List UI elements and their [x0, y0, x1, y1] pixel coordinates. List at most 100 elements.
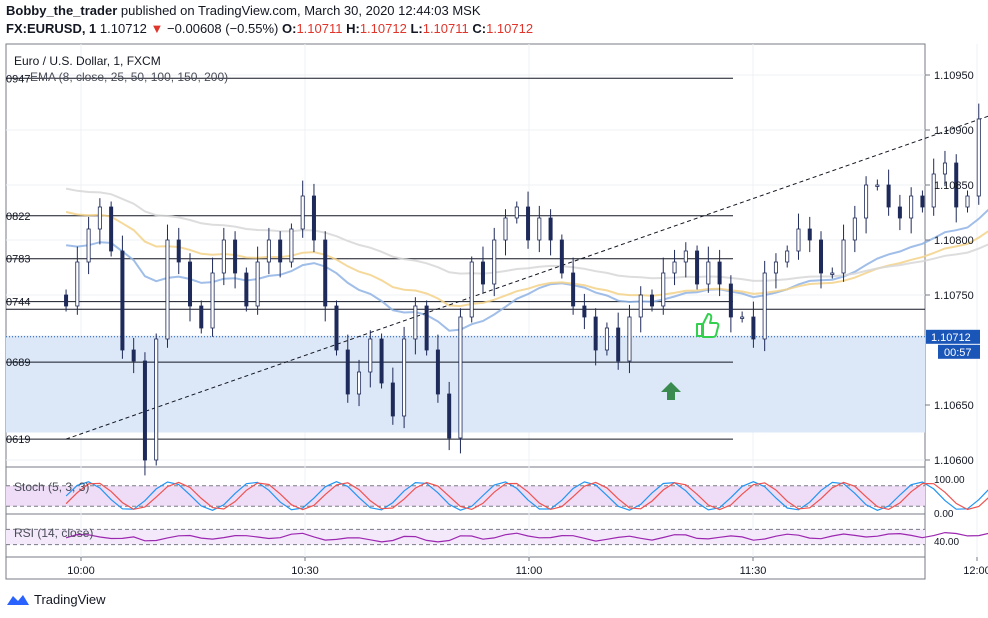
footer: TradingView — [6, 592, 106, 607]
rsi-legend[interactable]: RSI (14, close) — [14, 526, 93, 540]
horizontal-levels[interactable]: 0947 0822 0783 0744 0689 0619 — [6, 73, 925, 446]
price-axis[interactable]: 1.10950 1.10900 1.10850 1.10800 1.10750 1.106… — [925, 70, 980, 548]
ema-lines — [65, 187, 988, 332]
candle-up — [154, 338, 159, 461]
candle-down — [751, 316, 756, 340]
candle-up — [97, 206, 102, 230]
candle-down — [109, 206, 114, 252]
ema-legend[interactable]: EMA (8, close, 25, 50, 100, 150, 200) — [30, 70, 228, 84]
candle-down — [954, 162, 959, 208]
price-tick-label: 1.10600 — [934, 455, 974, 467]
candle-up — [875, 184, 880, 187]
candle-down — [480, 261, 485, 285]
stoch-d-line — [65, 481, 988, 511]
candle-up — [931, 173, 936, 208]
stoch-pane — [6, 481, 988, 511]
candle-up — [165, 239, 170, 340]
candle-up — [762, 272, 767, 340]
candle-down — [435, 349, 440, 395]
candle-up — [604, 327, 609, 351]
candle-up — [514, 206, 519, 219]
current-price-tag[interactable] — [926, 329, 980, 344]
candle-down — [897, 206, 902, 219]
price-tick-label: 1.10950 — [934, 70, 974, 82]
candle-down — [548, 217, 553, 241]
grid-lines — [6, 44, 978, 557]
candle-down — [920, 195, 925, 208]
candle-down — [695, 250, 700, 285]
candle-up — [266, 239, 271, 263]
candle-up — [740, 316, 745, 319]
level-label: 0783 — [6, 254, 30, 266]
candle-down — [390, 382, 395, 417]
candle-up — [841, 239, 846, 274]
stoch-legend[interactable]: Stoch (5, 3, 3) — [14, 480, 89, 494]
current-price-label: 1.10712 — [931, 332, 971, 344]
open-value: 1.10711 — [296, 21, 343, 36]
candle-up — [221, 239, 226, 274]
candle-down — [311, 195, 316, 241]
chart-title: Euro / U.S. Dollar, 1, FXCM — [14, 54, 161, 68]
candle-down — [447, 393, 452, 439]
countdown-label: 00:57 — [944, 347, 972, 359]
price-tick-label: 1.10650 — [934, 400, 974, 412]
level-label: 0822 — [6, 211, 30, 223]
rsi-tick-label: 40.00 — [934, 537, 959, 548]
author-name[interactable]: Bobby_the_trader — [6, 3, 118, 18]
candle-up — [672, 261, 677, 274]
stoch-tick-label: 100.00 — [934, 475, 965, 486]
candle-down — [379, 338, 384, 384]
candle-up — [976, 118, 981, 197]
candle-up — [965, 195, 970, 208]
price-tick-label: 1.10850 — [934, 180, 974, 192]
level-label: 0689 — [6, 357, 30, 369]
stoch-tick-label: 0.00 — [934, 509, 954, 520]
up-arrow-icon — [661, 382, 681, 400]
candle-down — [278, 239, 283, 263]
candle-down — [188, 261, 193, 307]
footer-brand[interactable]: TradingView — [34, 592, 106, 607]
time-tick-label: 12:00 — [963, 565, 988, 577]
candle-up — [368, 338, 373, 373]
candle-down — [323, 239, 328, 307]
candle-down — [120, 250, 125, 351]
low-value: 1.10711 — [422, 21, 469, 36]
candle-down — [526, 206, 531, 241]
candle-up — [402, 338, 407, 417]
published-text: published on TradingView.com, March 30, … — [120, 3, 481, 18]
candle-up — [255, 261, 260, 307]
candle-up — [661, 272, 666, 307]
publish-header: Bobby_the_trader published on TradingVie… — [6, 3, 481, 18]
candle-up — [785, 250, 790, 263]
candle-down — [886, 184, 891, 208]
level-label: 0619 — [6, 434, 30, 446]
candle-up — [300, 195, 305, 230]
time-tick-label: 11:30 — [740, 565, 767, 577]
candle-up — [75, 261, 80, 307]
price-tick-label: 1.10750 — [934, 290, 974, 302]
rsi-band — [6, 529, 925, 545]
level-label: 0744 — [6, 297, 30, 309]
candle-up — [537, 217, 542, 241]
high-label: H: — [346, 21, 360, 36]
candle-down — [142, 360, 147, 461]
tradingview-logo-icon[interactable] — [6, 593, 30, 607]
time-tick-label: 10:00 — [67, 565, 95, 577]
candle-up — [627, 316, 632, 362]
ema-line — [65, 208, 988, 332]
support-zone[interactable] — [6, 335, 925, 433]
candle-down — [616, 327, 621, 362]
candle-up — [458, 316, 463, 439]
candle-up — [638, 294, 643, 318]
high-value: 1.10712 — [359, 21, 407, 36]
candle-up — [210, 272, 215, 329]
candle-up — [909, 195, 914, 219]
candle-down — [345, 349, 350, 395]
time-tick-label: 10:30 — [291, 565, 319, 577]
candle-down — [593, 316, 598, 351]
candle-down — [244, 272, 249, 307]
rsi-line — [65, 531, 988, 543]
candle-up — [357, 371, 362, 395]
